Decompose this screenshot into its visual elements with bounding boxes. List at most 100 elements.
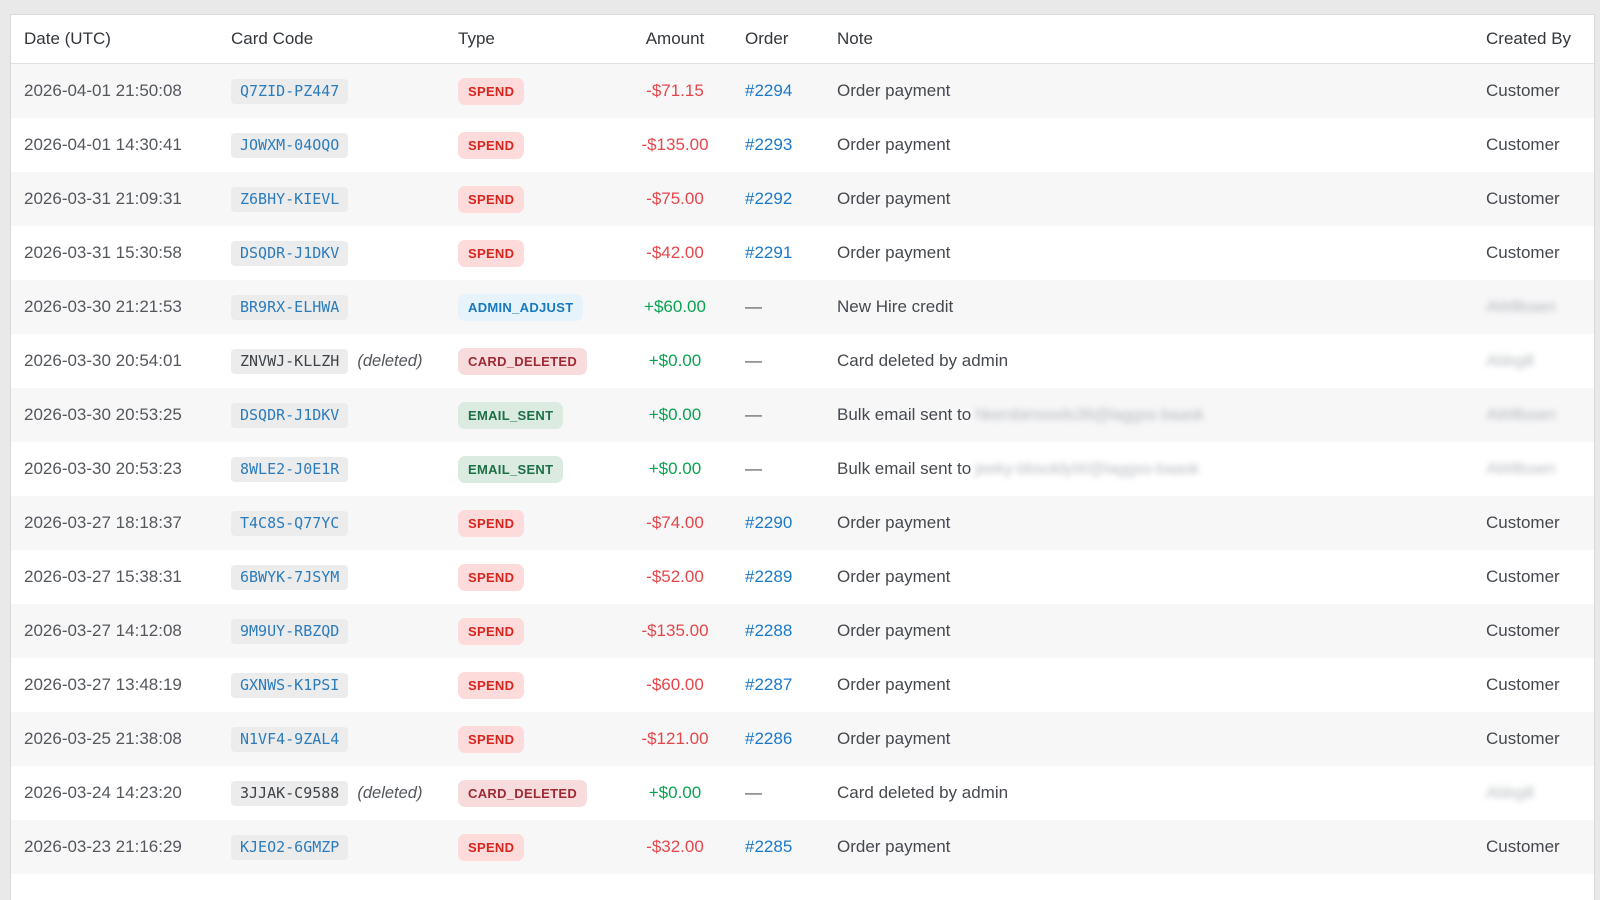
order-cell: #2292 [730, 172, 824, 226]
card-code-link[interactable]: KJEO2-6GMZP [231, 834, 349, 860]
card-code-link[interactable]: 8WLE2-J0E1R [231, 456, 349, 482]
order-link[interactable]: #2293 [745, 135, 793, 154]
column-header-card-code: Card Code [218, 15, 445, 64]
type-cell: CARD_DELETED [445, 766, 620, 820]
order-link[interactable]: #2294 [745, 81, 793, 100]
note-cell: Order payment [824, 64, 1473, 119]
created-by-cell: AWillssen [1473, 280, 1594, 334]
column-header-note: Note [824, 15, 1473, 64]
date-cell: 2026-03-23 21:16:29 [24, 837, 182, 856]
note-text: Card deleted by admin [837, 351, 1009, 370]
amount-cell: +$0.00 [620, 766, 730, 820]
amount-value: -$32.00 [646, 837, 704, 856]
note-cell: Order payment [824, 550, 1473, 604]
amount-cell: +$0.00 [620, 442, 730, 496]
card-code-cell: N1VF4-9ZAL4 [218, 712, 445, 766]
card-code-link[interactable]: 6BWYK-7JSYM [231, 564, 349, 590]
note-cell: Order payment [824, 604, 1473, 658]
header-row: Date (UTC) Card Code Type Amount Order N… [11, 15, 1594, 64]
order-cell: #2288 [730, 604, 824, 658]
card-code-link[interactable]: GXNWS-K1PSI [231, 672, 349, 698]
no-order-dash: — [745, 405, 762, 424]
deleted-label: (deleted) [357, 783, 423, 802]
order-cell: #2291 [730, 226, 824, 280]
date-cell: 2026-03-30 21:21:53 [24, 297, 182, 316]
created-by-cell: AWillssen [1473, 388, 1594, 442]
card-code-link[interactable]: N1VF4-9ZAL4 [231, 726, 349, 752]
order-cell: #2289 [730, 550, 824, 604]
card-code-cell: GXNWS-K1PSI [218, 658, 445, 712]
order-link[interactable]: #2287 [745, 675, 793, 694]
order-cell: — [730, 442, 824, 496]
amount-cell: -$135.00 [620, 604, 730, 658]
card-code-link[interactable]: BR9RX-ELHWA [231, 294, 349, 320]
type-cell: SPEND [445, 712, 620, 766]
order-link[interactable]: #2286 [745, 729, 793, 748]
order-cell: #2294 [730, 64, 824, 119]
type-badge: SPEND [458, 185, 525, 213]
created-by-cell: Abbgill [1473, 766, 1594, 820]
note-text: Order payment [837, 837, 951, 856]
column-header-order: Order [730, 15, 824, 64]
order-link[interactable]: #2292 [745, 189, 793, 208]
table-row: 2026-03-30 20:53:23 8WLE2-J0E1R EMAIL_SENT… [11, 442, 1594, 496]
note-text: Bulk email sent to [837, 405, 972, 424]
type-badge: SPEND [458, 671, 525, 699]
card-code-link[interactable]: 9M9UY-RBZQD [231, 618, 349, 644]
card-code-link[interactable]: T4C8S-Q77YC [231, 510, 349, 536]
table-row: 2026-03-30 20:53:25 DSQDR-J1DKV EMAIL_SENT… [11, 388, 1594, 442]
type-badge: CARD_DELETED [458, 347, 588, 375]
amount-value: -$71.15 [646, 81, 704, 100]
table-row: 2026-03-27 13:48:19 GXNWS-K1PSI SPEND -$60.… [11, 658, 1594, 712]
amount-value: +$0.00 [648, 351, 702, 370]
type-badge: SPEND [458, 833, 525, 861]
date-cell: 2026-03-27 14:12:08 [24, 621, 182, 640]
card-code-cell: Q7ZID-PZ447 [218, 64, 445, 119]
order-link[interactable]: #2288 [745, 621, 793, 640]
redacted-email: hkersbimoods38@laggss-baask [975, 405, 1204, 424]
card-code-cell: 3JJAK-C9588 (deleted) [218, 766, 445, 820]
order-cell: — [730, 334, 824, 388]
note-text: Order payment [837, 567, 951, 586]
order-link[interactable]: #2285 [745, 837, 793, 856]
note-text: Order payment [837, 729, 951, 748]
redacted-name: AWillssen [1486, 297, 1556, 316]
date-cell: 2026-03-27 15:38:31 [24, 567, 182, 586]
deleted-label: (deleted) [357, 351, 423, 370]
order-link[interactable]: #2291 [745, 243, 793, 262]
type-cell: CARD_DELETED [445, 334, 620, 388]
card-code-cell: 8WLE2-J0E1R [218, 442, 445, 496]
created-by-cell: Abbgill [1473, 334, 1594, 388]
card-code-link[interactable]: DSQDR-J1DKV [231, 240, 349, 266]
created-by-cell: Customer [1486, 837, 1560, 856]
note-cell: Bulk email sent to hkersbimoods38@laggss-… [824, 388, 1473, 442]
created-by-cell: Customer [1486, 81, 1560, 100]
created-by-cell: Customer [1486, 675, 1560, 694]
card-code-link[interactable]: DSQDR-J1DKV [231, 402, 349, 428]
note-cell: Card deleted by admin [824, 766, 1473, 820]
amount-cell: -$71.15 [620, 64, 730, 119]
card-code-link[interactable]: Q7ZID-PZ447 [231, 78, 349, 104]
note-cell: Bulk email sent to jeeky-bbsoldyW@laggss-… [824, 442, 1473, 496]
order-cell: — [730, 280, 824, 334]
table-body: 2026-04-01 21:50:08 Q7ZID-PZ447 SPEND -$71.… [11, 63, 1594, 874]
order-link[interactable]: #2290 [745, 513, 793, 532]
transactions-table-card: Date (UTC) Card Code Type Amount Order N… [10, 14, 1595, 900]
amount-cell: -$42.00 [620, 226, 730, 280]
type-badge: SPEND [458, 725, 525, 753]
amount-cell: -$121.00 [620, 712, 730, 766]
card-code-chip: 3JJAK-C9588 [231, 780, 349, 806]
no-order-dash: — [745, 297, 762, 316]
card-code-link[interactable]: Z6BHY-KIEVL [231, 186, 349, 212]
card-code-link[interactable]: JOWXM-04OQO [231, 132, 349, 158]
note-text: Order payment [837, 513, 951, 532]
amount-value: +$60.00 [644, 297, 706, 316]
table-row: 2026-03-24 14:23:20 3JJAK-C9588 (deleted) C… [11, 766, 1594, 820]
amount-value: +$0.00 [648, 405, 702, 424]
type-badge: SPEND [458, 77, 525, 105]
note-text: Bulk email sent to [837, 459, 972, 478]
card-code-cell: T4C8S-Q77YC [218, 496, 445, 550]
no-order-dash: — [745, 351, 762, 370]
amount-cell: -$32.00 [620, 820, 730, 874]
order-link[interactable]: #2289 [745, 567, 793, 586]
